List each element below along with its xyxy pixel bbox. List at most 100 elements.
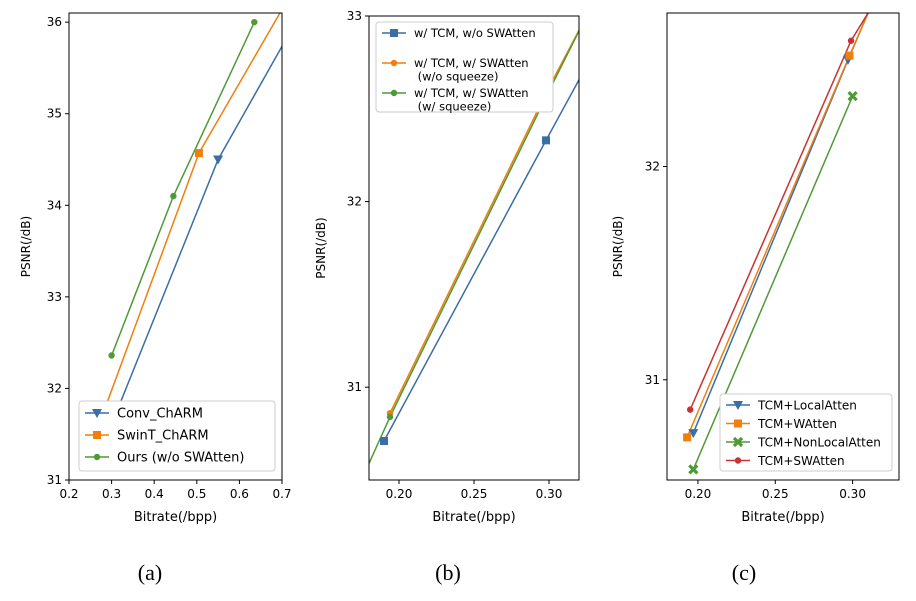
- legend: w/ TCM, w/o SWAtten w/ TCM, w/ SWAtten (w…: [375, 21, 554, 113]
- x-tick-label: 0.2: [59, 487, 78, 501]
- legend-label: Ours (w/o SWAtten): [117, 451, 244, 466]
- x-axis-label: Bitrate(/bpp): [432, 510, 515, 525]
- legend-item-conv-charm: Conv_ChARM: [85, 407, 203, 422]
- legend-label: SwinT_ChARM: [117, 429, 209, 444]
- legend-swatch-marker: [93, 453, 101, 461]
- plot-area: [94, 13, 282, 435]
- chart-panel-a: 0.2 0.3 0.4 0.5 0.6 0.7 31 32 33 34 35 36 Bitrate(/b…: [19, 12, 292, 585]
- axes-frame: [68, 12, 283, 481]
- chart-panel-c: 0.20 0.25 0.30 31 32 Bitrate(/bpp) PSNR(/dB) (c…: [611, 12, 900, 585]
- chart-panel-b: 0.20 0.25 0.30 31 32 33 Bitrate(/bpp) PSNR(/dB)…: [314, 9, 580, 585]
- data-point: [687, 406, 694, 413]
- y-tick-label: 35: [47, 107, 62, 121]
- legend-label: Conv_ChARM: [117, 407, 203, 422]
- legend-label: w/ TCM, w/o SWAtten: [414, 26, 536, 40]
- panel-caption: (c): [732, 560, 756, 585]
- legend-item-w-tcm-w-swatten-w-squeeze: w/ TCM, w/ SWAtten (w/ squeeze): [382, 86, 529, 113]
- legend-item-swint-charm: SwinT_ChARM: [85, 429, 209, 444]
- y-tick-label: 32: [645, 160, 660, 174]
- series-line-conv-charm: [108, 44, 282, 430]
- data-point: [542, 136, 550, 145]
- series-line-tcm-localatten: [692, 13, 869, 434]
- legend: Conv_ChARM SwinT_ChARM Ours (w/o SWAtten): [78, 400, 276, 472]
- legend-swatch-marker: [733, 401, 743, 410]
- x-tick-label: 0.4: [145, 487, 164, 501]
- legend-box: [375, 21, 554, 113]
- series-markers-tcm-swatten: [687, 37, 855, 413]
- data-point: [251, 18, 258, 26]
- legend-swatch-marker: [93, 431, 101, 439]
- data-point: [213, 155, 224, 165]
- x-tick-label: 0.30: [839, 487, 866, 501]
- series-markers-tcm-nonlocalatten: [688, 91, 858, 475]
- data-point: [170, 192, 177, 200]
- series-line-ours-w-o-swatten: [110, 21, 255, 356]
- data-point: [688, 429, 699, 439]
- legend-item-tcm-nonlocalatten: TCM+NonLocalAtten: [726, 435, 881, 449]
- y-tick-label: 33: [47, 290, 62, 304]
- legend-item-tcm-watten: TCM+WAtten: [726, 417, 837, 431]
- x-tick-label: 0.25: [461, 487, 488, 501]
- legend-box: [78, 400, 276, 472]
- legend-box: [719, 393, 893, 472]
- legend-item-w-tcm-w-swatten-w-o-squeeze: w/ TCM, w/ SWAtten (w/o squeeze): [382, 56, 529, 83]
- y-tick-label: 36: [47, 15, 62, 29]
- y-tick-label: 32: [47, 381, 62, 395]
- data-point: [683, 433, 692, 442]
- series-line-w-tcm-w-swatten-w-squeeze: [369, 29, 579, 466]
- legend-swatch-marker: [734, 457, 742, 464]
- x-tick-label: 0.20: [386, 487, 413, 501]
- y-axis-label: PSNR(/dB): [611, 216, 625, 277]
- legend-label: w/ TCM, w/ SWAtten (w/o squeeze): [414, 56, 529, 83]
- y-tick-label: 31: [47, 473, 62, 487]
- data-point: [194, 149, 203, 158]
- y-tick-label: 34: [47, 198, 62, 212]
- y-tick-label: 32: [347, 195, 362, 209]
- legend-label: w/ TCM, w/ SWAtten (w/ squeeze): [414, 86, 529, 113]
- legend-label: TCM+LocalAtten: [757, 398, 857, 412]
- series-markers-w-tcm-w-o-swatten: [380, 136, 550, 446]
- y-tick-label: 31: [347, 380, 362, 394]
- y-tick-label: 31: [645, 373, 660, 387]
- x-tick-label: 0.25: [762, 487, 789, 501]
- x-tick-label: 0.30: [536, 487, 563, 501]
- series-line-w-tcm-w-o-swatten: [383, 78, 579, 442]
- legend-swatch-marker: [732, 436, 744, 448]
- x-tick-label: 0.5: [187, 487, 206, 501]
- legend-swatch-marker: [390, 29, 398, 37]
- panel-caption: (a): [138, 560, 162, 585]
- legend-swatch-marker: [92, 409, 102, 418]
- x-tick-label: 0.20: [685, 487, 712, 501]
- y-axis-label: PSNR(/dB): [19, 216, 33, 277]
- legend-swatch-marker: [390, 59, 398, 67]
- y-axis-label: PSNR(/dB): [314, 217, 328, 278]
- legend-item-tcm-localatten: TCM+LocalAtten: [726, 398, 857, 412]
- data-point: [380, 437, 388, 446]
- data-point: [386, 413, 394, 421]
- data-point: [688, 464, 699, 475]
- legend-label: TCM+NonLocalAtten: [757, 435, 881, 449]
- legend-item-w-tcm-w-o-swatten: w/ TCM, w/o SWAtten: [382, 26, 536, 40]
- series-markers-w-tcm-w-swatten-w-squeeze: [358, 413, 394, 483]
- panel-caption: (b): [435, 560, 461, 585]
- legend-item-ours-w-o-swatten: Ours (w/o SWAtten): [85, 451, 244, 466]
- data-point: [845, 51, 854, 60]
- data-point: [358, 477, 364, 483]
- legend-swatch-marker: [390, 89, 398, 97]
- axes-frame: [666, 12, 900, 481]
- legend-swatch-marker: [734, 419, 742, 428]
- series-line-tcm-watten: [686, 13, 869, 438]
- x-axis-label: Bitrate(/bpp): [741, 510, 824, 525]
- x-tick-label: 0.3: [102, 487, 121, 501]
- series-line-tcm-swatten: [689, 13, 869, 410]
- legend-item-tcm-swatten: TCM+SWAtten: [726, 454, 845, 468]
- series-markers-ours-w-o-swatten: [108, 18, 258, 359]
- data-point: [108, 352, 115, 359]
- legend: TCM+LocalAtten TCM+WAtten TCM+NonLocalAtte…: [719, 393, 893, 472]
- data-point: [847, 37, 855, 44]
- series-line-swint-charm: [98, 13, 281, 426]
- y-tick-label: 33: [347, 9, 362, 23]
- legend-label: TCM+WAtten: [757, 417, 837, 431]
- x-tick-label: 0.6: [230, 487, 249, 501]
